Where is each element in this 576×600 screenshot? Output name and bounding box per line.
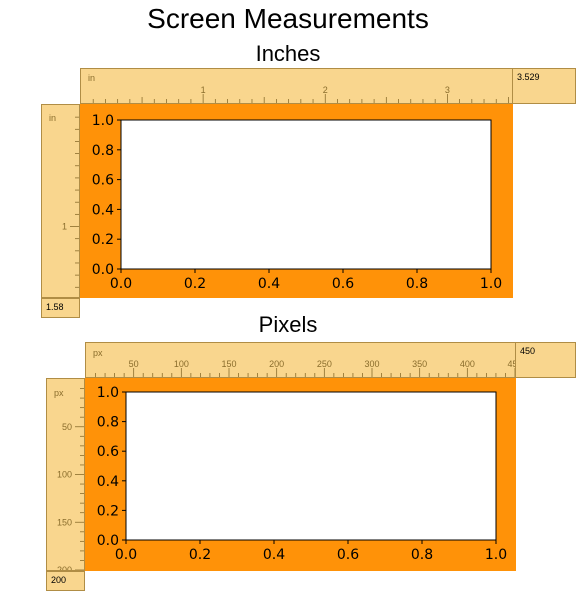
ruler-ticks: 1 2 3 — [92, 85, 509, 103]
ruler-label: 1 — [201, 85, 206, 95]
x-tick-label: 0.0 — [110, 276, 132, 292]
y-tick-label: 0.4 — [92, 202, 114, 218]
ruler-label: 2 — [323, 85, 328, 95]
section-title-inches: Inches — [255, 41, 321, 66]
ruler-label: 100 — [57, 470, 72, 480]
x-tick-label: 0.8 — [406, 276, 428, 292]
chart-svg-pixels: 0.0 0.2 0.4 0.6 0.8 1.0 0.0 0.2 0.4 0.6 0.8 1.0 — [97, 385, 507, 563]
ruler-unit-label: in — [88, 73, 96, 83]
y-tick-label: 0.6 — [92, 173, 114, 189]
ruler-ticks: 50 100 150 200 250 300 350 400 450 — [95, 359, 516, 377]
ruler-label: 250 — [317, 359, 332, 369]
ruler-label: 1 — [62, 222, 67, 232]
ruler-label: 400 — [460, 359, 475, 369]
x-tick-label: 0.6 — [332, 276, 354, 292]
figure-canvas-inches: 0.0 0.2 0.4 0.6 0.8 1.0 0.0 0.2 0.4 0.6 0.8 1.0 — [80, 104, 513, 298]
ruler-label: 450 — [507, 359, 516, 369]
ruler-ticks: 1 — [62, 116, 79, 288]
ruler-label: 200 — [269, 359, 284, 369]
ruler-label: 100 — [174, 359, 189, 369]
y-tick-label: 0.0 — [92, 262, 114, 278]
horizontal-ruler-inches[interactable]: in 1 2 3 — [80, 68, 513, 104]
height-readout: 200 — [46, 571, 85, 591]
y-tick-label: 0.0 — [97, 533, 119, 549]
ruler-label: 150 — [57, 517, 72, 527]
x-tick-label: 0.2 — [189, 547, 211, 563]
axes-frame — [120, 119, 492, 270]
ruler-label: 200 — [57, 565, 72, 571]
y-tick-label: 0.8 — [97, 415, 119, 431]
vertical-ruler-pixels[interactable]: px 50 100 150 200 — [46, 378, 85, 571]
y-tick-label: 0.4 — [97, 474, 119, 490]
ruler-unit-label: px — [54, 388, 64, 398]
ruler-ticks: 50 100 150 200 — [57, 388, 84, 571]
ruler-label: 300 — [364, 359, 379, 369]
height-readout: 1.58 — [41, 298, 80, 318]
page-title: Screen Measurements — [147, 3, 429, 34]
x-tick-label: 0.0 — [115, 547, 137, 563]
y-tick-label: 0.6 — [97, 444, 119, 460]
ruler-label: 50 — [62, 422, 72, 432]
ruler-unit-label: px — [93, 348, 103, 358]
ruler-label: 3 — [445, 85, 450, 95]
x-tick-label: 0.4 — [263, 547, 285, 563]
vertical-ruler-inches[interactable]: in 1 — [41, 104, 80, 298]
y-tick-label: 1.0 — [92, 113, 114, 129]
ruler-label: 150 — [221, 359, 236, 369]
figure-canvas-pixels: 0.0 0.2 0.4 0.6 0.8 1.0 0.0 0.2 0.4 0.6 0.8 1.0 — [85, 378, 516, 571]
ruler-unit-label: in — [49, 113, 57, 123]
x-tick-label: 1.0 — [485, 547, 507, 563]
x-tick-label: 0.8 — [411, 547, 433, 563]
x-tick-label: 1.0 — [480, 276, 502, 292]
ruler-label: 350 — [412, 359, 427, 369]
section-title-pixels: Pixels — [258, 312, 318, 337]
x-tick-label: 0.6 — [337, 547, 359, 563]
axes-frame — [125, 391, 497, 541]
chart-svg-inches: 0.0 0.2 0.4 0.6 0.8 1.0 0.0 0.2 0.4 0.6 0.8 1.0 — [92, 113, 502, 292]
x-tick-label: 0.2 — [184, 276, 206, 292]
y-tick-label: 0.2 — [92, 232, 114, 248]
y-tick-label: 0.8 — [92, 143, 114, 159]
horizontal-ruler-pixels[interactable]: px 50 100 150 200 250 300 350 400 450 — [85, 342, 516, 378]
ruler-label: 50 — [129, 359, 139, 369]
x-tick-label: 0.4 — [258, 276, 280, 292]
width-readout: 450 — [515, 342, 576, 378]
y-tick-label: 1.0 — [97, 385, 119, 401]
y-tick-label: 0.2 — [97, 503, 119, 519]
width-readout: 3.529 — [512, 68, 576, 104]
